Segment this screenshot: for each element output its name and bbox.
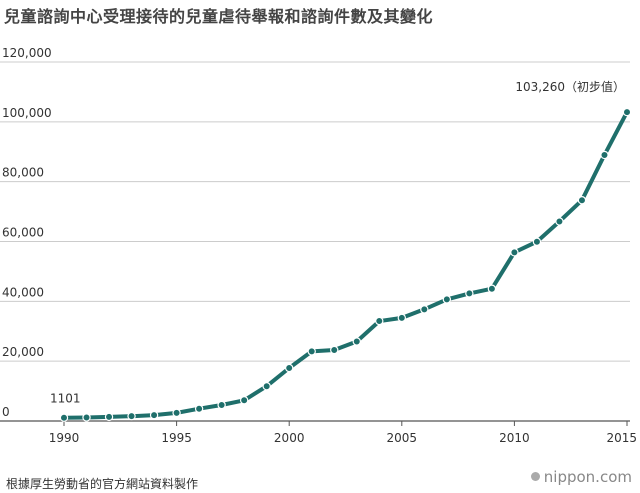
y-tick-label: 100,000	[2, 106, 52, 120]
x-tick-label: 2005	[387, 431, 418, 445]
x-tick-label: 2000	[274, 431, 305, 445]
data-point	[330, 345, 339, 355]
data-point	[532, 237, 542, 246]
source-note: 根據厚生勞動省的官方網站資料製作	[6, 477, 199, 491]
annotation-label: 1101	[50, 392, 81, 406]
data-point	[510, 248, 519, 257]
grid-lines	[0, 61, 630, 422]
y-tick-label: 80,000	[2, 166, 44, 180]
data-point	[577, 196, 587, 205]
data-point	[600, 150, 609, 160]
y-tick-label: 20,000	[2, 345, 44, 359]
y-tick-label: 0	[2, 405, 10, 419]
data-point	[82, 413, 91, 422]
data-point	[217, 400, 226, 410]
y-axis-ticks: 0 20,000 40,000 60,000 80,000 100,000 120,000	[2, 46, 52, 419]
data-point	[375, 316, 384, 326]
brand-logo: nippon.com	[530, 468, 632, 486]
data-point	[172, 408, 181, 418]
annotation-label: 103,260（初步值）	[515, 79, 625, 94]
y-tick-label: 60,000	[2, 226, 44, 240]
y-tick-label: 120,000	[2, 46, 52, 60]
data-points	[59, 107, 632, 422]
series-line	[62, 110, 629, 420]
data-point	[194, 404, 204, 413]
data-point	[127, 411, 136, 421]
annotations: 1101 103,260（初步值）	[50, 79, 625, 406]
chart-title: 兒童諮詢中心受理接待的兒童虐待舉報和諮詢件數及其變化	[4, 7, 434, 26]
data-point	[465, 289, 474, 298]
data-point	[555, 217, 564, 226]
series-polyline	[62, 110, 629, 420]
data-point	[622, 107, 632, 117]
x-tick-label: 1990	[49, 431, 80, 445]
data-point	[262, 382, 271, 391]
x-tick-label: 2010	[499, 431, 530, 445]
brand-text: nippon.com	[543, 468, 632, 486]
brand-dot-icon	[530, 472, 540, 481]
x-tick-label: 1995	[161, 431, 192, 445]
data-point	[307, 347, 316, 356]
data-point	[149, 410, 159, 420]
data-point	[487, 284, 497, 293]
data-point	[397, 313, 406, 323]
data-point	[352, 337, 361, 346]
data-point	[59, 413, 69, 422]
data-point	[420, 305, 429, 314]
x-tick-label: 2015	[606, 431, 637, 445]
x-axis-ticks: 1990 1995 2000 2005 2010 2015	[49, 421, 637, 445]
y-tick-label: 40,000	[2, 285, 44, 299]
data-point	[442, 295, 452, 304]
data-point	[239, 396, 249, 405]
data-point	[285, 363, 294, 373]
data-point	[104, 412, 114, 422]
